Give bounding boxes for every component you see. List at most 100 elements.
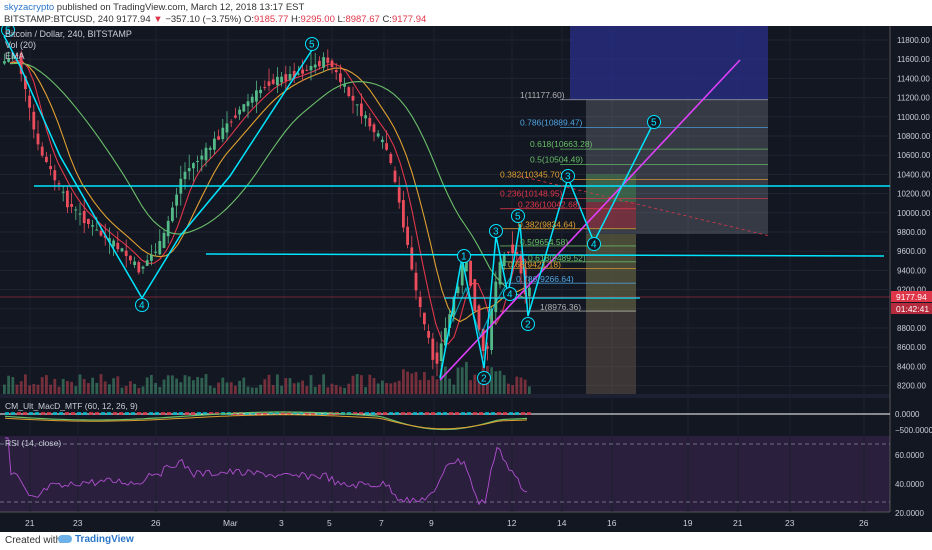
candle-body <box>301 69 304 74</box>
created-with-text: Created with <box>5 535 62 546</box>
candle-body <box>381 139 384 143</box>
volume-bar <box>271 385 275 394</box>
published-text: published on TradingView.com, March 12, … <box>56 2 305 13</box>
volume-bar <box>439 368 443 394</box>
volume-bar <box>498 370 502 394</box>
fibonacci-labels: 1(11177.60) 0.786(10889.47) 0.618(10663.28… <box>500 90 593 312</box>
tradingview-brand-text: TradingView <box>75 534 134 545</box>
macd-histogram-bar <box>497 412 501 415</box>
volume-bar <box>418 379 422 394</box>
macd-histogram-bar <box>11 412 15 415</box>
macd-histogram-bar <box>371 412 375 415</box>
volume-bar <box>515 376 519 394</box>
candle-body <box>36 133 40 145</box>
candle-body <box>339 73 342 83</box>
volume-bar <box>385 383 388 394</box>
volume-bar <box>389 383 393 394</box>
candle-body <box>137 262 141 273</box>
volume-bar <box>397 380 401 394</box>
price-tick-label: 11200.00 <box>897 94 930 103</box>
macd-histogram-bar <box>251 412 255 415</box>
candle-body <box>150 254 153 261</box>
wave-label-circle <box>457 249 471 263</box>
volume-bar <box>528 386 531 394</box>
time-tick-labels: 21 23 26 Mar 3 5 7 9 12 14 16 19 21 23 26 <box>25 518 869 528</box>
macd-histogram-bar <box>53 412 57 415</box>
target-zone-top <box>570 26 768 100</box>
candle-body <box>196 160 199 163</box>
volume-bar <box>309 375 313 394</box>
volume-bar <box>435 379 439 394</box>
volume-bar <box>523 379 527 394</box>
volume-bar <box>507 383 510 394</box>
macd-histogram-bar <box>473 412 477 415</box>
rsi-lines <box>0 437 890 506</box>
tradingview-brand[interactable]: TradingView <box>58 534 134 545</box>
volume-bar <box>297 382 300 394</box>
candle-body <box>166 220 170 237</box>
volume-bar <box>444 366 447 394</box>
close-value: 9177.94 <box>391 14 427 25</box>
time-tick-label: 23 <box>73 518 83 528</box>
wave-label: 5 <box>309 40 315 51</box>
open-label: O: <box>244 14 255 25</box>
macd-histogram-bar <box>167 412 171 415</box>
volume-bar <box>166 375 170 394</box>
candle-body <box>330 60 334 67</box>
last-price: 9177.94 <box>116 14 151 25</box>
volume-bar <box>351 375 355 394</box>
macd-histogram-bar <box>401 412 405 415</box>
macd-histogram-bar <box>317 412 321 415</box>
volume-bar <box>456 367 460 394</box>
volume-bar <box>78 374 82 394</box>
volume-bar <box>112 378 115 394</box>
macd-histogram-bar <box>101 412 105 415</box>
volume-bar <box>360 375 363 394</box>
fib-zone-red <box>586 202 636 228</box>
macd-histogram-bar <box>209 412 213 415</box>
volume-bar <box>229 382 233 394</box>
macd-histogram-bar <box>491 412 495 415</box>
candle-body <box>313 64 317 68</box>
macd-histogram-bar <box>437 412 441 415</box>
rsi-pane <box>0 436 890 512</box>
candle-body <box>87 218 90 225</box>
wave-path-left[interactable] <box>3 35 313 300</box>
fib-upper-label: 0.786(10889.47) <box>520 117 583 127</box>
volume-bar <box>95 382 99 394</box>
candle-body <box>217 136 220 140</box>
volume-bar <box>57 386 61 394</box>
candle-body <box>414 272 418 291</box>
volume-bar <box>175 378 178 394</box>
trend-channel-line[interactable] <box>439 59 741 381</box>
author-link[interactable]: skyzacrypto <box>4 2 55 13</box>
price-chart[interactable]: 1(11177.60) 0.786(10889.47) 0.618(10663.28… <box>0 26 932 532</box>
macd-histogram-bar <box>521 412 525 415</box>
candle-body <box>439 343 443 361</box>
macd-histogram-bar <box>431 412 435 415</box>
elliott-wave-labels: 5 4 5 1 2 3 4 5 2 3 4 5 <box>1 26 661 385</box>
volume-bar <box>145 377 149 394</box>
candle-body <box>49 166 52 170</box>
macd-histogram-bar <box>287 412 291 415</box>
price-tick-label: 11400.00 <box>897 74 930 83</box>
volume-bar <box>204 374 208 394</box>
volume-bar <box>267 374 271 394</box>
macd-histogram-bar <box>149 412 153 415</box>
macd-histogram-bar <box>215 412 219 415</box>
volume-bar <box>187 376 191 394</box>
macd-histogram-bar <box>503 412 507 415</box>
candle-body <box>267 81 271 86</box>
price-tick-label: 11800.00 <box>897 36 930 45</box>
volume-bar <box>376 383 380 394</box>
candle-body <box>355 104 359 106</box>
volume-bar <box>150 374 153 394</box>
tradingview-logo-icon <box>58 535 72 544</box>
volume-bar <box>339 386 342 394</box>
volume-bar <box>280 385 283 394</box>
volume-bar <box>70 381 73 394</box>
volume-bar <box>288 378 292 394</box>
macd-histogram-bar <box>17 412 21 415</box>
volume-bar <box>208 385 212 394</box>
macd-histogram-bar <box>269 412 273 415</box>
